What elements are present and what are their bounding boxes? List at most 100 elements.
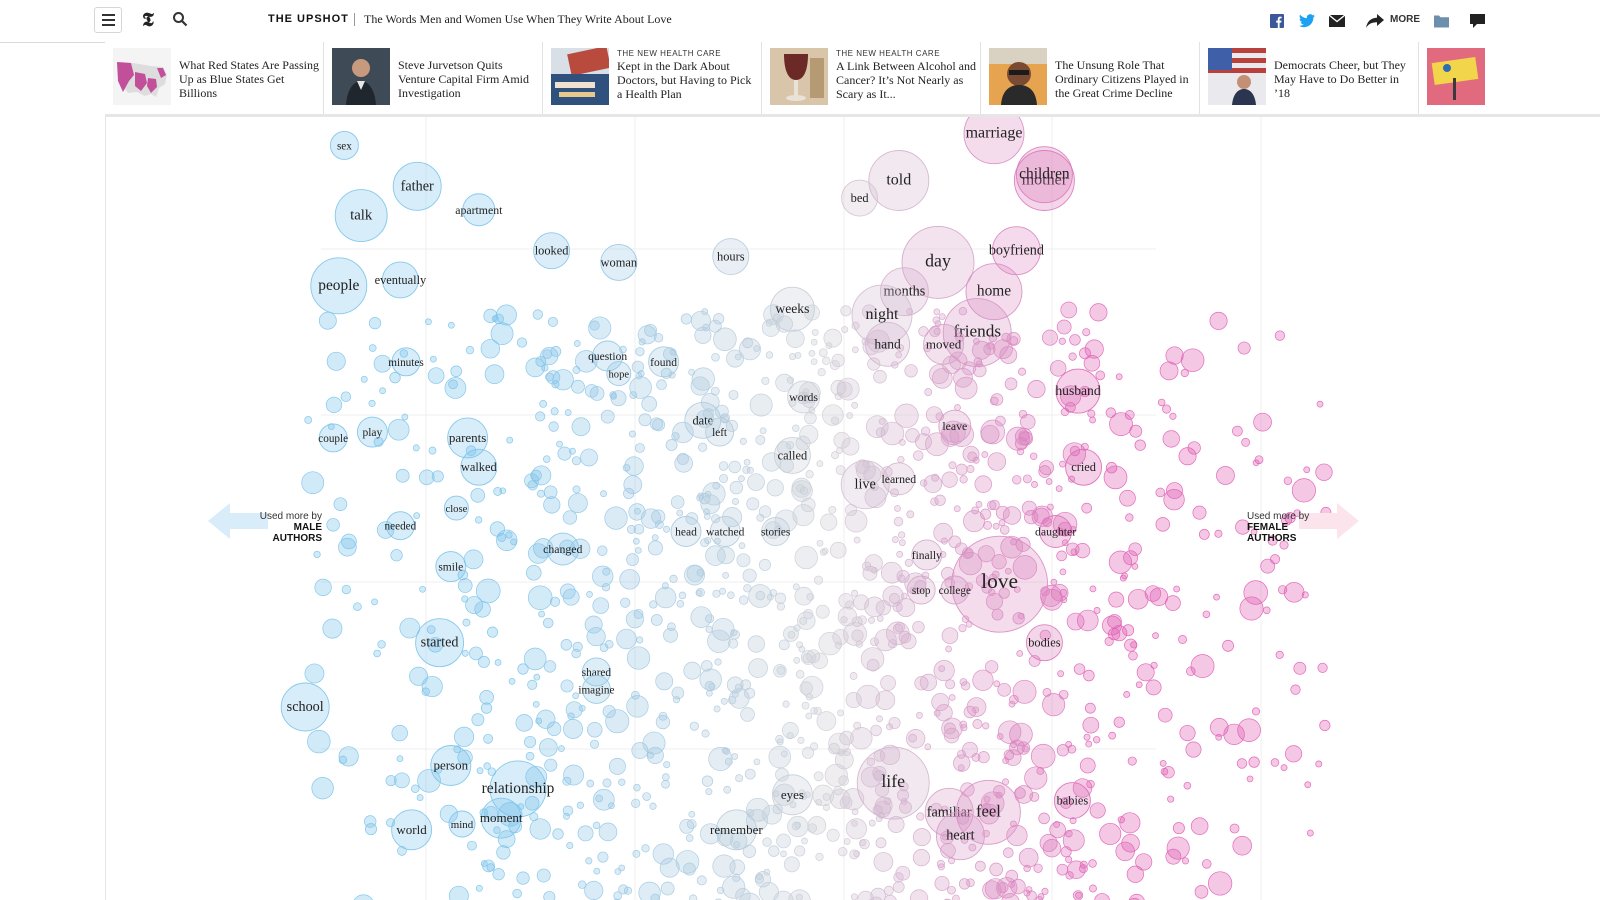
word-bubble-bodies[interactable] bbox=[1025, 624, 1063, 662]
word-bubble bbox=[713, 327, 737, 352]
word-bubble-play[interactable] bbox=[356, 416, 388, 448]
word-bubble-hours[interactable] bbox=[712, 238, 750, 276]
word-bubble-needed[interactable] bbox=[385, 511, 415, 541]
ribbon-title[interactable]: A Link Between Alcohol and Cancer? It’s … bbox=[836, 59, 976, 101]
word-bubble-moment[interactable] bbox=[480, 797, 522, 839]
word-bubble-college[interactable] bbox=[940, 575, 970, 605]
word-bubble-learned[interactable] bbox=[882, 462, 916, 496]
word-bubble-found[interactable] bbox=[648, 346, 680, 378]
word-bubble-daughter[interactable] bbox=[1039, 515, 1073, 548]
word-bubble-father[interactable] bbox=[392, 161, 442, 211]
word-bubble-left[interactable] bbox=[705, 417, 735, 447]
facebook-icon[interactable] bbox=[1270, 13, 1284, 29]
word-bubble-life[interactable] bbox=[856, 746, 930, 820]
word-bubble-talk[interactable] bbox=[334, 189, 388, 243]
word-bubble-shared[interactable] bbox=[581, 657, 611, 687]
word-bubble-cried[interactable] bbox=[1065, 448, 1103, 486]
word-bubble bbox=[480, 339, 500, 359]
more-share-label[interactable]: MORE bbox=[1390, 14, 1420, 25]
word-bubble-love[interactable] bbox=[951, 535, 1049, 633]
word-bubble bbox=[718, 461, 729, 471]
word-bubble-remember[interactable] bbox=[715, 809, 757, 851]
word-bubble-friends[interactable] bbox=[942, 298, 1012, 368]
photo-thumbnail bbox=[332, 48, 390, 105]
save-folder-icon[interactable] bbox=[1434, 13, 1449, 29]
section-name[interactable]: THE UPSHOT bbox=[268, 13, 349, 25]
word-bubble-bed[interactable] bbox=[841, 179, 879, 217]
word-bubble-parents[interactable] bbox=[447, 417, 489, 459]
word-bubble-sex[interactable] bbox=[329, 130, 359, 160]
ribbon-article[interactable] bbox=[1419, 42, 1600, 114]
word-bubble-eventually[interactable] bbox=[381, 261, 419, 299]
word-bubble-weeks[interactable] bbox=[769, 286, 815, 332]
comments-icon[interactable] bbox=[1470, 13, 1485, 29]
word-bubble-close[interactable] bbox=[443, 495, 469, 521]
word-bubble-walked[interactable] bbox=[460, 448, 498, 486]
word-bubble-months[interactable] bbox=[879, 267, 929, 317]
word-bubble-date[interactable] bbox=[684, 401, 722, 439]
word-bubble bbox=[849, 849, 860, 860]
word-bubble-head[interactable] bbox=[670, 516, 702, 547]
word-bubble-person[interactable] bbox=[430, 745, 472, 786]
word-bubble-night[interactable] bbox=[851, 284, 913, 346]
word-bubble-watched[interactable] bbox=[709, 516, 741, 547]
word-bubble-started[interactable] bbox=[415, 618, 465, 668]
word-bubble-marriage[interactable] bbox=[963, 117, 1025, 165]
word-bubble-people[interactable] bbox=[310, 257, 368, 315]
word-bubble-school[interactable] bbox=[280, 682, 330, 732]
word-bubble-woman[interactable] bbox=[600, 243, 638, 281]
word-bubble-live[interactable] bbox=[840, 460, 890, 510]
word-bubble-hope[interactable] bbox=[606, 361, 632, 386]
word-bubble-finally[interactable] bbox=[911, 539, 943, 571]
word-bubble-day[interactable] bbox=[901, 225, 975, 299]
word-bubble-called[interactable] bbox=[773, 437, 811, 474]
word-bubble-eyes[interactable] bbox=[771, 774, 813, 816]
word-bubble-question[interactable] bbox=[592, 340, 624, 372]
word-bubble-home[interactable] bbox=[965, 263, 1023, 321]
word-bubble-husband[interactable] bbox=[1055, 368, 1101, 414]
word-bubble-leave[interactable] bbox=[938, 409, 972, 443]
word-bubble-changed[interactable] bbox=[546, 532, 580, 566]
ribbon-article[interactable]: What Red States Are Passing Up as Blue S… bbox=[105, 42, 324, 114]
menu-button[interactable] bbox=[94, 7, 122, 33]
word-bubble-stop[interactable] bbox=[906, 575, 936, 605]
word-bubble-imagine[interactable] bbox=[581, 675, 611, 704]
word-bubble-mind[interactable] bbox=[448, 810, 476, 838]
ribbon-article[interactable]: Steve Jurvetson Quits Venture Capital Fi… bbox=[324, 42, 543, 114]
ribbon-title[interactable]: Kept in the Dark About Doctors, but Havi… bbox=[617, 59, 752, 101]
ribbon-article[interactable]: The Unsung Role That Ordinary Citizens P… bbox=[981, 42, 1200, 114]
ribbon-title[interactable]: The Unsung Role That Ordinary Citizens P… bbox=[1055, 58, 1189, 100]
ribbon-title[interactable]: Steve Jurvetson Quits Venture Capital Fi… bbox=[398, 58, 529, 100]
ribbon-article[interactable]: Democrats Cheer, but They May Have to Do… bbox=[1200, 42, 1419, 114]
nyt-logo[interactable]: 𝕿 bbox=[142, 9, 154, 31]
share-arrow-icon[interactable] bbox=[1366, 13, 1384, 29]
email-icon[interactable] bbox=[1329, 13, 1345, 29]
word-bubble-relationship[interactable] bbox=[489, 760, 547, 818]
word-bubble-children[interactable] bbox=[1015, 146, 1073, 204]
word-bubble-minutes[interactable] bbox=[391, 347, 421, 377]
word-bubble-couple[interactable] bbox=[318, 423, 348, 453]
twitter-icon[interactable] bbox=[1299, 13, 1315, 29]
word-bubble-smile[interactable] bbox=[435, 551, 467, 583]
ribbon-title[interactable]: What Red States Are Passing Up as Blue S… bbox=[179, 58, 319, 100]
word-bubble-told[interactable] bbox=[868, 150, 930, 211]
word-bubble-looked[interactable] bbox=[533, 232, 571, 270]
ribbon-article[interactable]: THE NEW HEALTH CARE Kept in the Dark Abo… bbox=[543, 42, 762, 114]
word-bubble bbox=[822, 404, 844, 426]
word-bubble-stories[interactable] bbox=[761, 517, 791, 546]
word-bubble-familiar[interactable] bbox=[924, 787, 974, 837]
ribbon-article[interactable]: THE NEW HEALTH CARE A Link Between Alcoh… bbox=[762, 42, 981, 114]
word-bubble-babies[interactable] bbox=[1053, 782, 1091, 820]
word-bubble-apartment[interactable] bbox=[462, 193, 496, 227]
search-icon[interactable] bbox=[172, 11, 188, 27]
word-bubble-moved[interactable] bbox=[923, 323, 965, 365]
ribbon-title[interactable]: Democrats Cheer, but They May Have to Do… bbox=[1274, 58, 1406, 100]
word-bubble-words[interactable] bbox=[787, 380, 821, 414]
word-bubble-hand[interactable] bbox=[865, 321, 911, 367]
word-bubble-mother[interactable] bbox=[1013, 150, 1075, 211]
word-bubble bbox=[1066, 612, 1085, 631]
word-bubble bbox=[1124, 410, 1135, 420]
word-bubble-heart[interactable] bbox=[935, 811, 985, 861]
word-bubble bbox=[562, 588, 580, 606]
word-bubble-world[interactable] bbox=[391, 809, 433, 851]
